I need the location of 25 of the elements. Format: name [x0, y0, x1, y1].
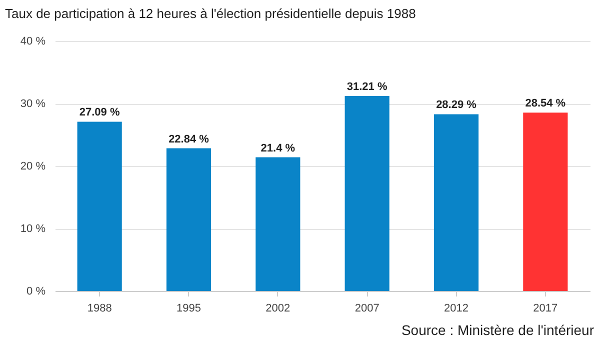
data-label: 28.29 % — [436, 99, 477, 112]
chart-title: Taux de participation à 12 heures à l'élection présidentielle depuis 1988 — [5, 6, 416, 21]
bar — [256, 157, 300, 291]
x-tick-label: 2017 — [533, 302, 558, 314]
y-tick-label: 20 % — [20, 160, 46, 172]
bar — [344, 96, 390, 291]
bar — [77, 122, 122, 291]
data-label: 21.4 % — [260, 142, 296, 154]
data-label: 31.21 % — [346, 80, 388, 93]
bar — [434, 114, 479, 291]
x-tick-label: 2007 — [354, 302, 380, 314]
x-tick-label: 1995 — [176, 302, 201, 314]
source-note: Source : Ministère de l'intérieur — [401, 322, 594, 338]
y-tick-label: 10 % — [20, 223, 46, 235]
y-tick-label: 40 % — [20, 36, 46, 48]
y-tick-label: 30 % — [20, 98, 46, 110]
x-tick-label: 2012 — [444, 302, 468, 314]
x-tick-label: 1988 — [87, 302, 112, 314]
bar — [523, 112, 568, 291]
data-label: 28.54 % — [525, 98, 566, 110]
y-tick-label: 0 % — [26, 286, 46, 298]
data-label: 22.84 % — [168, 133, 210, 146]
bar — [166, 148, 212, 291]
data-label: 27.09 % — [79, 106, 120, 119]
x-tick-label: 2002 — [266, 302, 290, 314]
